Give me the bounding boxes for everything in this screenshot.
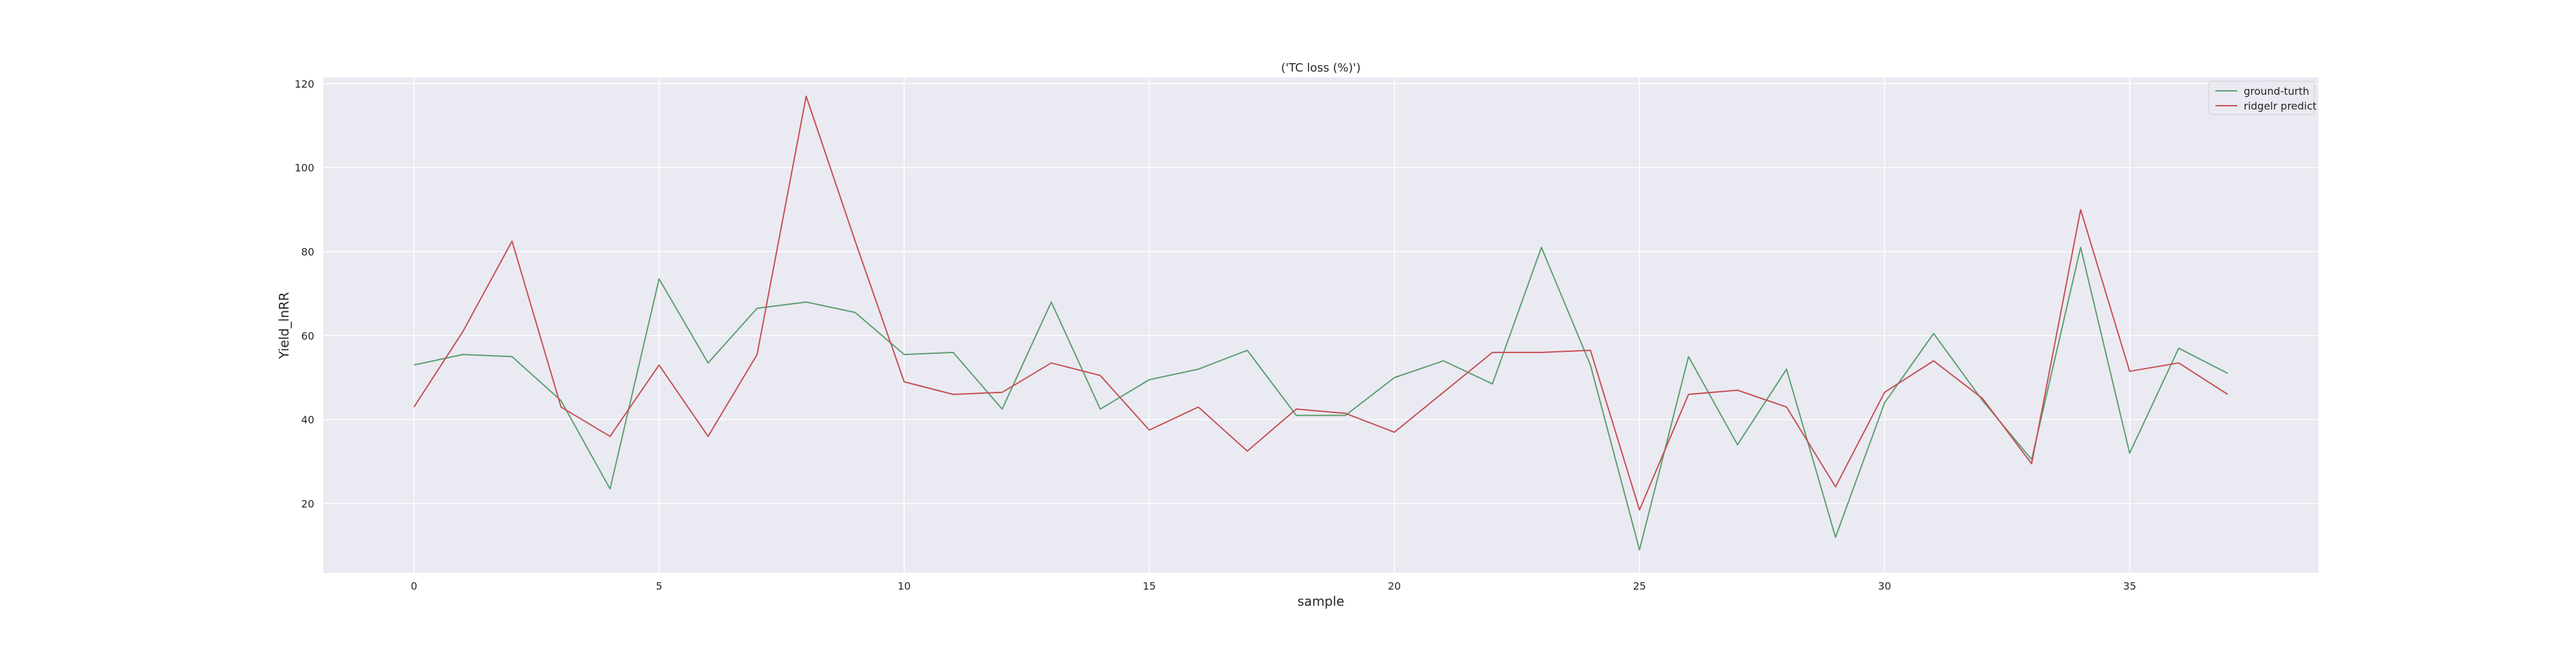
x-tick-label: 15 <box>1142 580 1155 592</box>
y-tick-label: 20 <box>301 497 314 510</box>
series-line-ground-turth <box>413 246 2228 551</box>
y-tick-label: 100 <box>294 162 314 174</box>
chart-title: ('TC loss (%)') <box>1281 61 1361 75</box>
grid <box>323 77 2318 573</box>
y-axis-label: Yield_lnRR <box>276 292 292 360</box>
x-tick-label: 10 <box>898 580 911 592</box>
series-layer <box>413 95 2228 551</box>
x-tick-label: 20 <box>1388 580 1401 592</box>
y-tick-label: 40 <box>301 414 314 426</box>
x-tick-label: 35 <box>2123 580 2136 592</box>
tick-labels: 0 5 10 15 20 25 30 35 20 40 60 80 100 120 <box>294 78 2136 592</box>
x-tick-label: 0 <box>411 580 417 592</box>
legend: ground-turth ridgelr predict <box>2208 81 2316 115</box>
legend-label-ridgelr-predict: ridgelr predict <box>2244 100 2316 112</box>
plot-background <box>323 77 2318 573</box>
x-tick-label: 30 <box>1878 580 1891 592</box>
x-axis-label: sample <box>1298 594 1345 609</box>
x-tick-label: 25 <box>1633 580 1646 592</box>
y-tick-label: 80 <box>301 246 314 258</box>
y-tick-label: 60 <box>301 330 314 342</box>
series-line-ridgelr-predict <box>413 95 2228 511</box>
y-tick-label: 120 <box>294 78 314 90</box>
x-tick-label: 5 <box>656 580 662 592</box>
legend-label-ground-turth: ground-turth <box>2244 85 2309 97</box>
